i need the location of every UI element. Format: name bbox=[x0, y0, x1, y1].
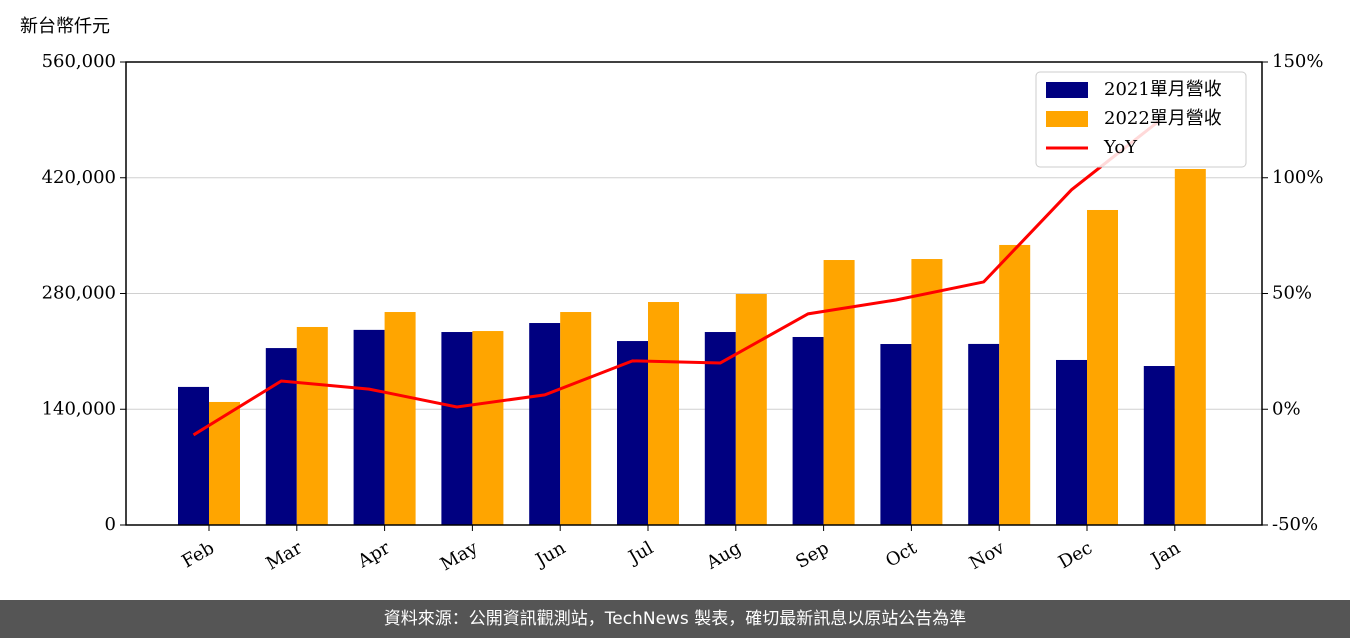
bar bbox=[529, 323, 561, 525]
x-tick-label: Oct bbox=[882, 537, 921, 572]
chart: 新台幣仟元 0 140,000 280,000 420,000 560,000 -50% 0… bbox=[20, 16, 1323, 575]
bar bbox=[999, 244, 1031, 525]
footer: 資料來源：公開資訊觀測站，TechNews 製表，確切最新訊息以原站公告為準 bbox=[0, 600, 1350, 638]
bar bbox=[441, 332, 473, 525]
bar bbox=[911, 259, 943, 525]
y-tick-label: 0 bbox=[105, 514, 116, 535]
bar bbox=[1174, 168, 1206, 525]
line bbox=[192, 119, 1161, 437]
x-tick-label: Apr bbox=[354, 537, 394, 572]
bar bbox=[823, 260, 855, 525]
legend-label: 2021單月營收 bbox=[1104, 79, 1222, 100]
bar bbox=[968, 343, 1000, 525]
bar bbox=[178, 386, 209, 525]
x-tick-label: Nov bbox=[966, 537, 1009, 574]
x-tick-label: Dec bbox=[1055, 537, 1096, 573]
x-tick-label: Feb bbox=[178, 537, 218, 572]
bar bbox=[880, 344, 912, 525]
bar bbox=[265, 348, 297, 525]
y2-tick-label: 0% bbox=[1272, 398, 1301, 419]
bar bbox=[648, 302, 679, 525]
y2-tick-label: 150% bbox=[1272, 51, 1323, 72]
bar bbox=[472, 331, 504, 525]
y2-tick-label: 50% bbox=[1272, 283, 1312, 304]
bar bbox=[1056, 359, 1087, 525]
x-tick-label: Aug bbox=[702, 537, 745, 574]
plot-frame bbox=[125, 61, 1263, 526]
y-tick-label: 420,000 bbox=[42, 167, 116, 188]
legend: 2021單月營收 2022單月營收 YoY bbox=[1035, 71, 1247, 168]
x-tick-label: Sep bbox=[792, 537, 832, 572]
x-tick-label: Jul bbox=[623, 537, 657, 569]
bar bbox=[1143, 366, 1175, 525]
y-tick-label: 140,000 bbox=[42, 398, 116, 419]
bar bbox=[209, 401, 240, 525]
legend-label: 2022單月營收 bbox=[1104, 108, 1222, 129]
x-tick-label: Jan bbox=[1146, 537, 1184, 571]
bar bbox=[1087, 209, 1118, 526]
legend-swatch bbox=[1046, 111, 1088, 127]
bar bbox=[384, 312, 416, 525]
bar bbox=[617, 341, 648, 525]
bar bbox=[353, 329, 385, 525]
bar bbox=[296, 326, 328, 525]
x-tick-label: May bbox=[437, 537, 482, 575]
bar bbox=[735, 293, 767, 525]
bar bbox=[704, 332, 736, 525]
x-tick-label: Mar bbox=[263, 537, 307, 574]
legend-box bbox=[1035, 71, 1247, 168]
y-tick-label: 280,000 bbox=[42, 283, 116, 304]
y-tick-label: 560,000 bbox=[42, 51, 116, 72]
legend-label: YoY bbox=[1103, 137, 1138, 158]
bar bbox=[560, 312, 592, 525]
y2-tick-label: 100% bbox=[1272, 167, 1323, 188]
x-tick-label: Jun bbox=[531, 537, 570, 572]
bar bbox=[792, 336, 824, 525]
y2-tick-label: -50% bbox=[1272, 514, 1318, 535]
y-axis-label: 新台幣仟元 bbox=[20, 16, 110, 37]
legend-swatch bbox=[1046, 82, 1088, 98]
